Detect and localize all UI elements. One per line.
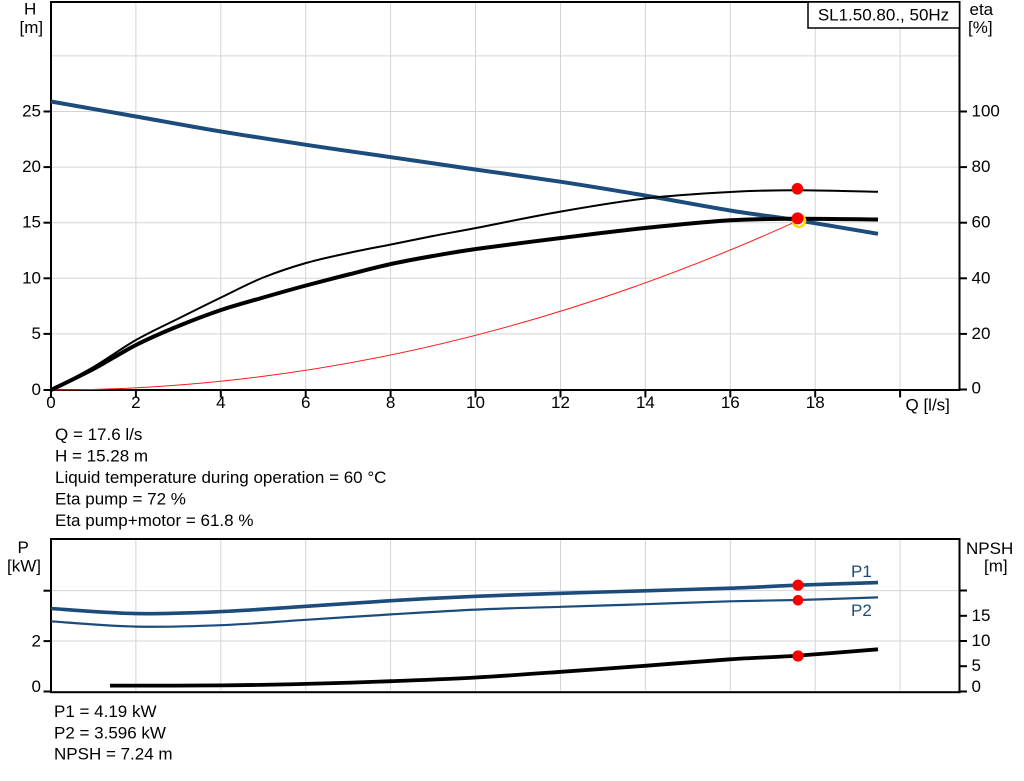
svg-text:[m]: [m] [984,557,1008,576]
svg-text:0: 0 [32,380,41,399]
svg-text:SL1.50.80., 50Hz: SL1.50.80., 50Hz [818,6,949,25]
svg-text:60: 60 [972,213,991,232]
svg-text:40: 40 [972,268,991,287]
svg-text:5: 5 [32,324,41,343]
svg-text:14: 14 [636,393,655,412]
svg-text:0: 0 [32,677,41,696]
svg-text:Q = 17.6 l/s: Q = 17.6 l/s [55,425,142,444]
svg-text:[m]: [m] [20,18,44,37]
svg-text:0: 0 [972,677,981,696]
svg-text:6: 6 [301,393,310,412]
svg-text:2: 2 [131,393,140,412]
svg-text:4: 4 [216,393,225,412]
svg-text:eta: eta [970,0,994,19]
svg-text:2: 2 [32,631,41,650]
svg-text:Liquid temperature during oper: Liquid temperature during operation = 60… [55,468,386,487]
svg-text:10: 10 [466,393,485,412]
svg-text:10: 10 [972,631,991,650]
svg-text:NPSH = 7.24 m: NPSH = 7.24 m [54,745,173,764]
svg-text:Eta pump+motor = 61.8 %: Eta pump+motor = 61.8 % [55,511,253,530]
svg-text:15: 15 [972,606,991,625]
svg-text:Eta pump = 72 %: Eta pump = 72 % [55,490,186,509]
svg-text:[kW]: [kW] [7,557,41,576]
svg-text:0: 0 [972,379,981,398]
svg-text:P2: P2 [851,601,872,620]
svg-text:80: 80 [972,157,991,176]
svg-text:25: 25 [22,102,41,121]
svg-text:8: 8 [386,393,395,412]
svg-text:H = 15.28 m: H = 15.28 m [55,447,148,466]
svg-text:100: 100 [972,102,1000,121]
svg-text:15: 15 [22,213,41,232]
svg-text:0: 0 [46,393,55,412]
svg-text:P: P [18,538,29,557]
svg-text:[%]: [%] [968,18,993,37]
svg-text:10: 10 [22,268,41,287]
svg-text:NPSH: NPSH [966,539,1013,558]
svg-text:P1: P1 [851,562,872,581]
svg-text:16: 16 [721,393,740,412]
svg-text:H: H [24,0,36,18]
svg-text:P1 = 4.19 kW: P1 = 4.19 kW [54,702,157,721]
svg-text:20: 20 [972,324,991,343]
svg-text:Q [l/s]: Q [l/s] [906,396,950,415]
svg-text:12: 12 [551,393,570,412]
svg-text:5: 5 [972,656,981,675]
svg-text:20: 20 [22,157,41,176]
svg-text:P2 = 3.596 kW: P2 = 3.596 kW [54,723,166,742]
svg-text:18: 18 [806,393,825,412]
